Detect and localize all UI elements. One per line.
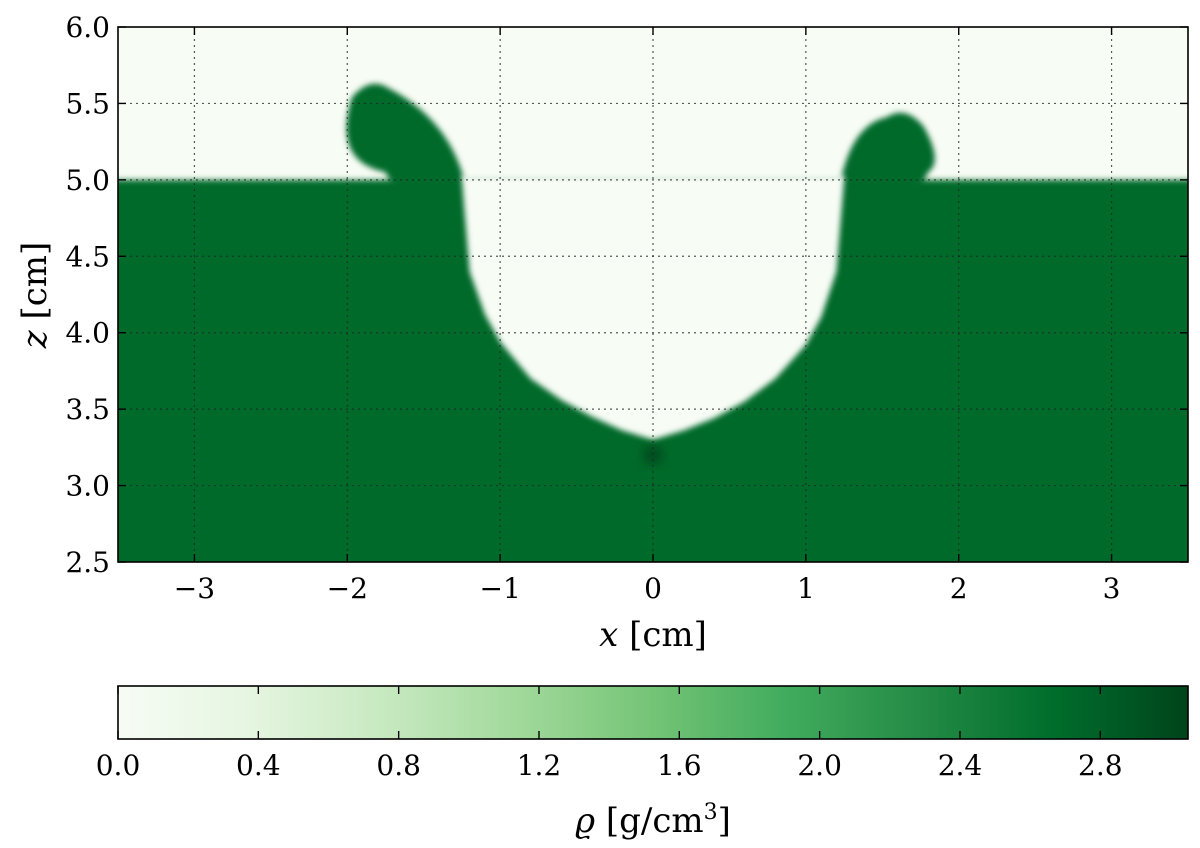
y-tick-label: 4.5 [65, 240, 110, 273]
y-tick-label: 3.0 [65, 470, 110, 503]
y-tick-label: 2.5 [65, 546, 110, 579]
x-tick-label: 2 [950, 572, 968, 605]
colorbar-tick-label: 2.0 [797, 749, 842, 782]
grid-lines [118, 27, 1188, 562]
y-tick-label: 3.5 [65, 393, 110, 426]
y-tick-label: 5.0 [65, 164, 110, 197]
x-tick-label: −2 [327, 572, 368, 605]
y-tick-label: 4.0 [65, 317, 110, 350]
x-axis-label: x [cm] [599, 615, 707, 655]
colorbar-tick-label: 0.4 [236, 749, 281, 782]
colorbar-tick-label: 2.8 [1078, 749, 1123, 782]
colorbar-tick-label: 0.8 [376, 749, 421, 782]
right-ejecta-rim [836, 112, 935, 226]
y-axis-label: z [cm] [15, 242, 55, 350]
density-heatmap: −3 −2 −1 0 1 2 3 2.5 3.0 3.5 4.0 4.5 5.0 5.5 6.0 x [c… [15, 11, 1189, 655]
crater-cavity [461, 175, 845, 440]
x-tick-label: −1 [480, 572, 521, 605]
x-tick-label: 0 [644, 572, 662, 605]
y-tick-label: 5.5 [65, 87, 110, 120]
colorbar-label: ϱ [g/cm3] [575, 800, 731, 841]
left-ejecta-rim [346, 83, 470, 226]
colorbar-ticks: 0.0 0.4 0.8 1.2 1.6 2.0 2.4 2.8 [96, 686, 1123, 782]
colorbar-tick-label: 2.4 [938, 749, 983, 782]
x-axis-ticks: −3 −2 −1 0 1 2 3 [174, 27, 1121, 605]
x-tick-label: 3 [1103, 572, 1121, 605]
x-tick-label: 1 [797, 572, 815, 605]
y-tick-label: 6.0 [65, 11, 110, 44]
colorbar: 0.0 0.4 0.8 1.2 1.6 2.0 2.4 2.8 ϱ [g/cm3] [96, 685, 1189, 841]
x-tick-label: −3 [174, 572, 215, 605]
colorbar-tick-label: 1.2 [517, 749, 562, 782]
y-axis-ticks: 2.5 3.0 3.5 4.0 4.5 5.0 5.5 6.0 [65, 11, 1188, 579]
colorbar-tick-label: 0.0 [96, 749, 141, 782]
colorbar-gradient [117, 685, 1189, 740]
colorbar-tick-label: 1.6 [657, 749, 702, 782]
